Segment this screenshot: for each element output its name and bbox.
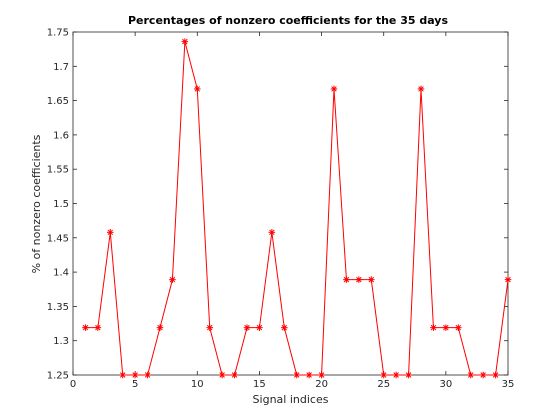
x-tick-label: 20 [315,379,328,390]
data-point [467,371,475,379]
x-tick-label: 25 [377,379,390,390]
data-point [479,371,487,379]
data-point [343,276,350,283]
x-tick-label: 5 [132,379,138,390]
data-point [256,324,263,331]
y-axis-label: % of nonzero coefficients [30,134,43,273]
x-tick-label: 10 [191,379,204,390]
y-tick-label: 1.7 [53,62,69,73]
data-point [218,371,226,379]
data-point [318,371,325,379]
data-point [280,324,288,331]
y-tick-label: 1.6 [53,130,69,141]
chart-title: Percentages of nonzero coefficients for … [128,14,448,27]
y-tick-label: 1.75 [47,28,69,39]
data-point [367,276,375,283]
data-point [119,371,127,379]
y-tick-label: 1.3 [53,336,69,347]
y-tick-label: 1.65 [47,96,69,107]
data-point [492,371,499,379]
y-tick-label: 1.35 [47,302,69,313]
data-point [293,371,301,379]
plot-frame [72,31,509,376]
y-tick-label: 1.25 [47,371,69,382]
data-point [355,276,363,283]
x-axis-label: Signal indices [253,393,329,406]
data-point [169,276,176,283]
data-point [144,371,151,379]
data-point [405,371,412,379]
data-point [430,324,437,331]
data-point [156,324,164,331]
x-tick-label: 30 [439,379,452,390]
data-point [417,85,425,93]
data-point [268,229,276,236]
data-point [94,324,102,331]
y-tick-label: 1.55 [47,165,69,176]
data-point [231,371,238,379]
data-point [243,324,251,331]
y-tick-label: 1.45 [47,233,69,244]
data-point [380,371,388,379]
data-point [330,85,338,93]
data-point [181,38,189,45]
x-tick-label: 35 [502,379,515,390]
data-point [442,324,450,331]
data-point [82,324,89,331]
y-tick-label: 1.4 [53,268,69,279]
x-tick-label: 0 [70,379,76,390]
data-point [193,85,201,93]
data-point [392,371,400,379]
data-point [454,324,462,331]
data-point [305,371,313,379]
y-tick-label: 1.5 [53,199,69,210]
data-point [131,371,139,379]
data-point [106,229,114,236]
series-line [85,41,509,376]
data-point [206,324,214,331]
x-tick-label: 15 [253,379,266,390]
plot-area: 0 5 10 15 20 25 30 35 1.25 1.3 1.35 1.4 1.45 1.5 1.55 1… [47,28,515,391]
data-point [504,276,512,283]
